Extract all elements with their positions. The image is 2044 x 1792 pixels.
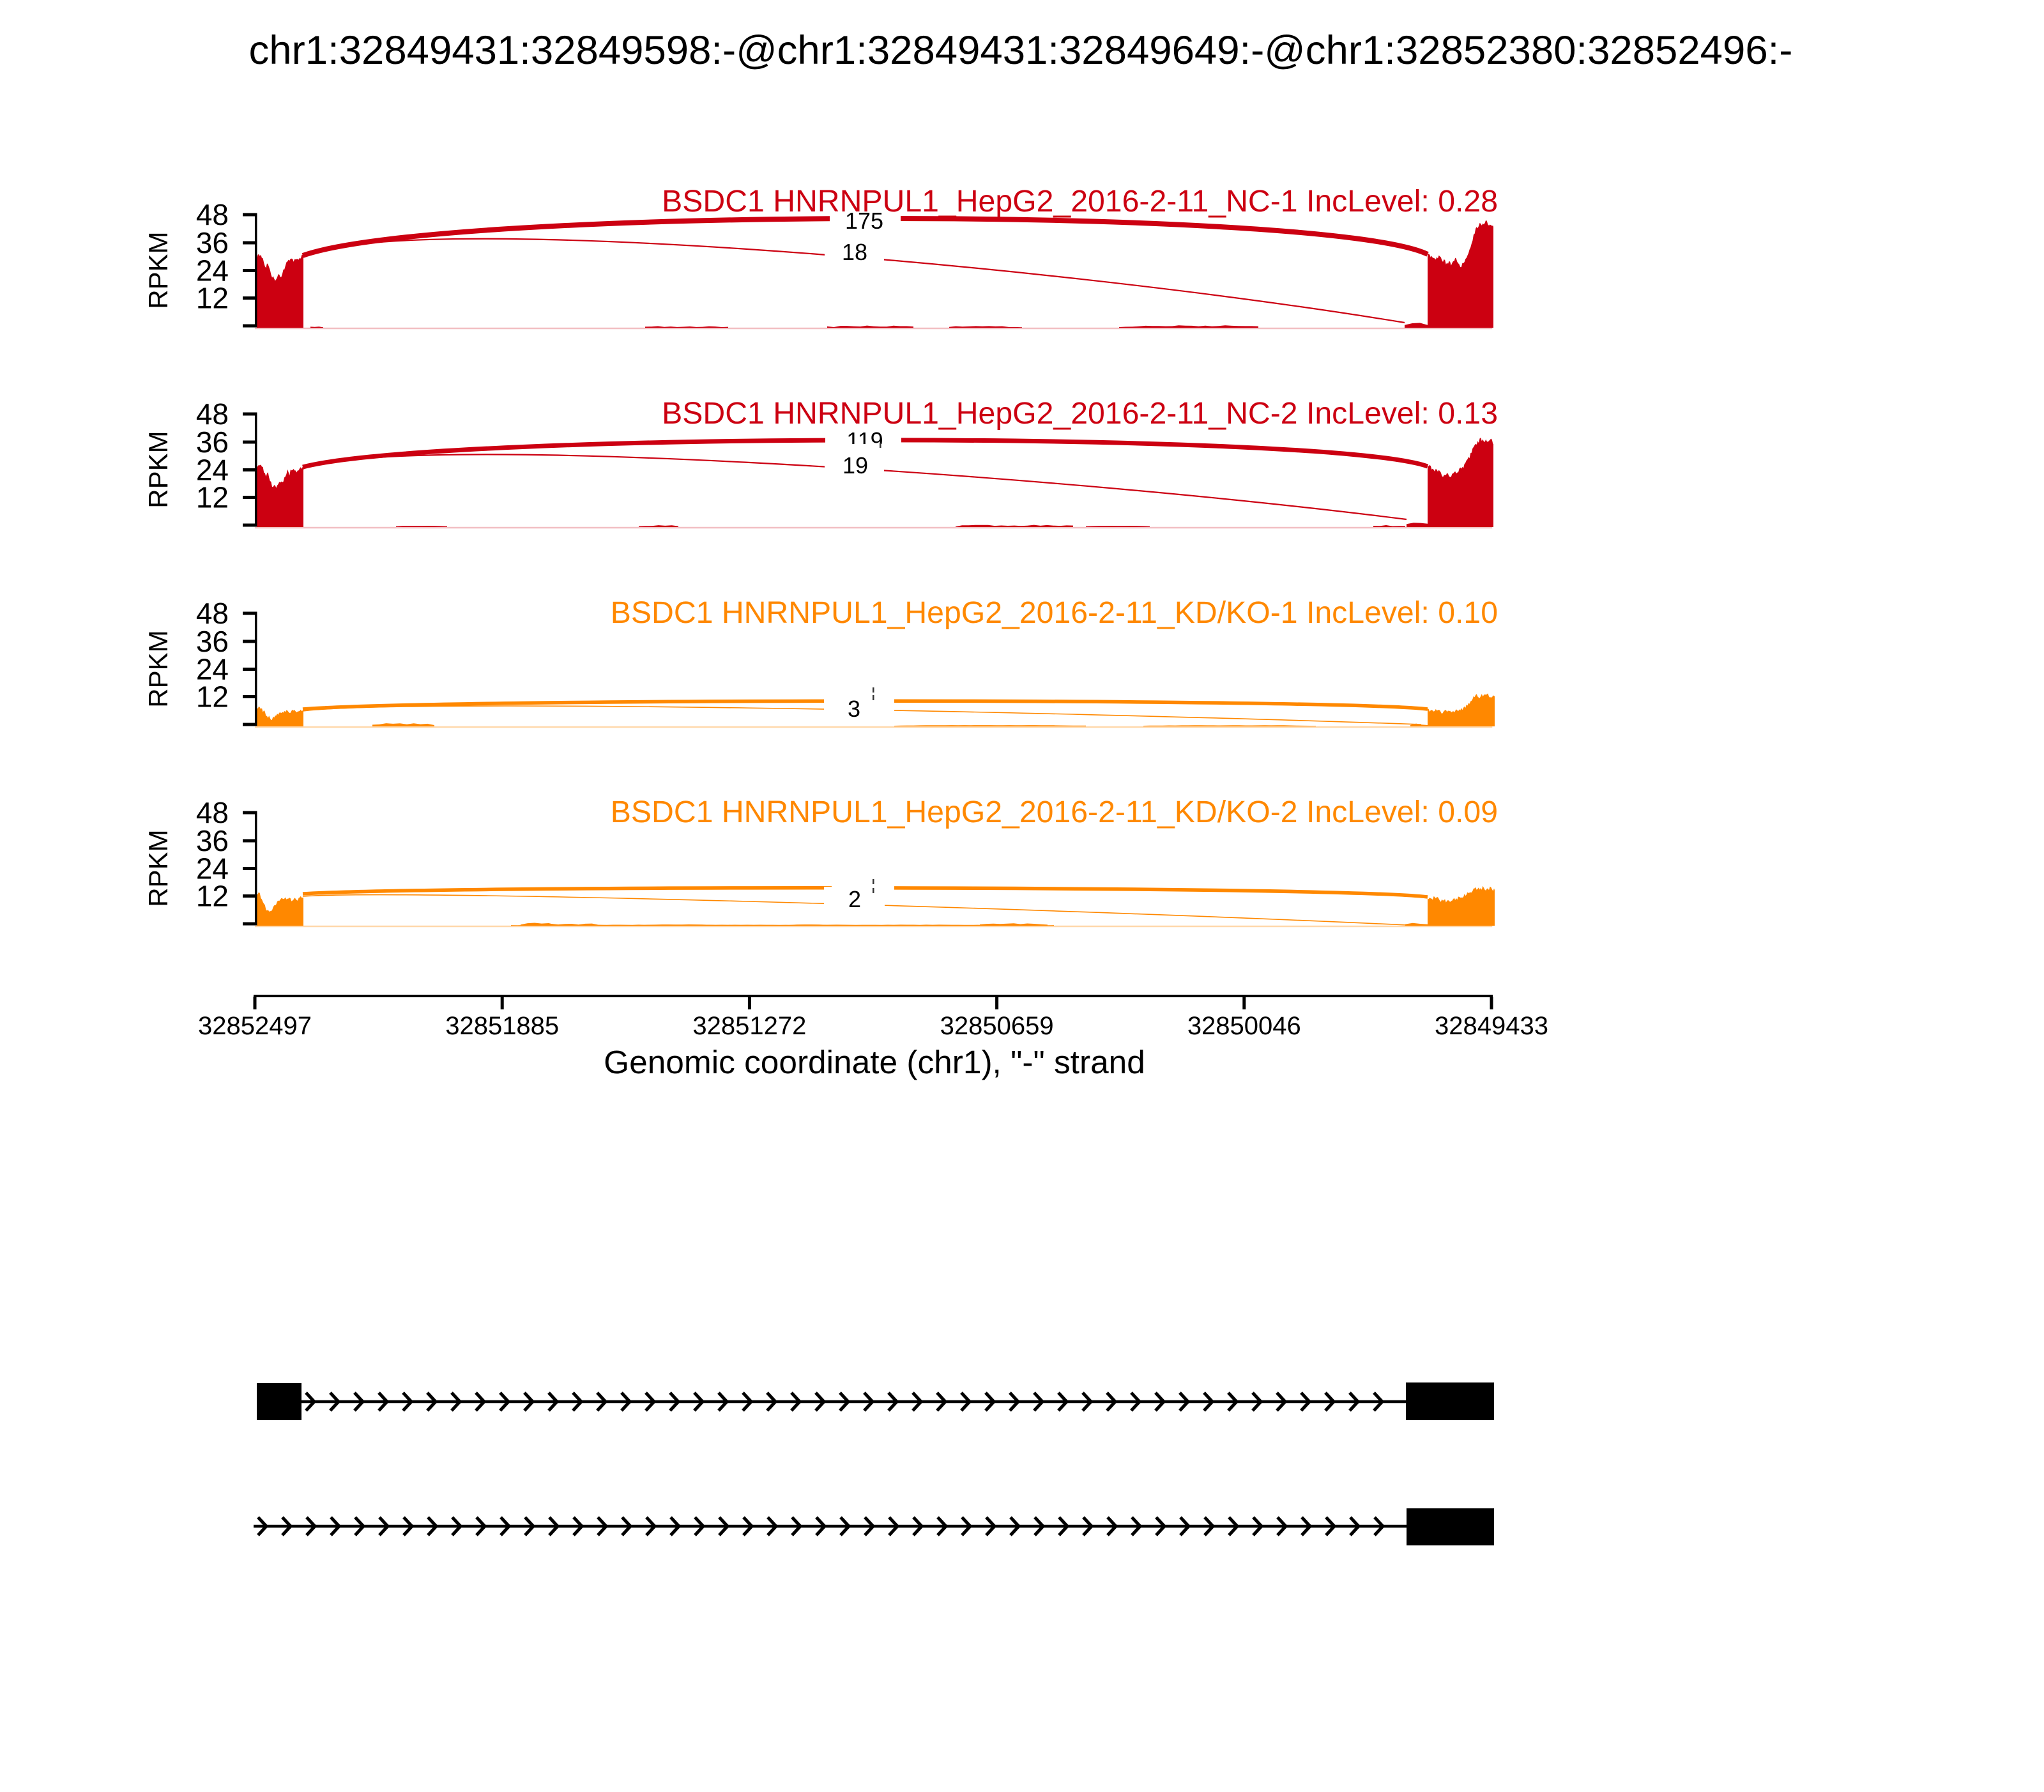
svg-text:19: 19 bbox=[843, 452, 868, 479]
svg-text:chr1:32849431:32849598:-@chr1:: chr1:32849431:32849598:-@chr1:32849431:3… bbox=[249, 28, 1793, 73]
svg-text:24: 24 bbox=[196, 653, 229, 686]
svg-text:175: 175 bbox=[845, 208, 883, 234]
svg-text:32851885: 32851885 bbox=[445, 1012, 559, 1040]
svg-text:36: 36 bbox=[196, 625, 229, 658]
svg-text:36: 36 bbox=[196, 425, 229, 459]
svg-text:RPKM: RPKM bbox=[143, 431, 173, 508]
svg-text:48: 48 bbox=[196, 796, 229, 829]
svg-text:48: 48 bbox=[196, 597, 229, 630]
svg-text:24: 24 bbox=[196, 852, 229, 885]
svg-text:48: 48 bbox=[196, 198, 229, 231]
svg-text:48: 48 bbox=[196, 397, 229, 431]
svg-text:RPKM: RPKM bbox=[143, 630, 173, 707]
svg-text:Genomic coordinate (chr1), "-": Genomic coordinate (chr1), "-" strand bbox=[604, 1043, 1145, 1080]
svg-text:2: 2 bbox=[848, 886, 861, 912]
svg-text:12: 12 bbox=[196, 481, 229, 514]
svg-text:24: 24 bbox=[196, 454, 229, 487]
svg-text:18: 18 bbox=[842, 239, 867, 265]
svg-text:12: 12 bbox=[196, 880, 229, 913]
svg-text:12: 12 bbox=[196, 680, 229, 714]
svg-text:BSDC1 HNRNPUL1_HepG2_2016-2-11: BSDC1 HNRNPUL1_HepG2_2016-2-11_KD/KO-1 I… bbox=[611, 595, 1498, 630]
svg-text:12: 12 bbox=[196, 282, 229, 315]
svg-text:BSDC1 HNRNPUL1_HepG2_2016-2-11: BSDC1 HNRNPUL1_HepG2_2016-2-11_NC-2 IncL… bbox=[662, 396, 1498, 431]
svg-text:32850046: 32850046 bbox=[1187, 1012, 1301, 1040]
svg-text:24: 24 bbox=[196, 254, 229, 287]
svg-text:3: 3 bbox=[848, 696, 860, 722]
svg-text:32850659: 32850659 bbox=[940, 1012, 1054, 1040]
svg-text:RPKM: RPKM bbox=[143, 231, 173, 309]
svg-text:BSDC1 HNRNPUL1_HepG2_2016-2-11: BSDC1 HNRNPUL1_HepG2_2016-2-11_KD/KO-2 I… bbox=[611, 795, 1498, 829]
svg-text:32849433: 32849433 bbox=[1435, 1012, 1548, 1040]
svg-text:32851272: 32851272 bbox=[692, 1012, 806, 1040]
svg-text:36: 36 bbox=[196, 824, 229, 857]
svg-text:32852497: 32852497 bbox=[198, 1012, 312, 1040]
svg-text:36: 36 bbox=[196, 226, 229, 259]
svg-text:RPKM: RPKM bbox=[143, 829, 173, 907]
svg-text:BSDC1 HNRNPUL1_HepG2_2016-2-11: BSDC1 HNRNPUL1_HepG2_2016-2-11_NC-1 IncL… bbox=[662, 184, 1498, 218]
